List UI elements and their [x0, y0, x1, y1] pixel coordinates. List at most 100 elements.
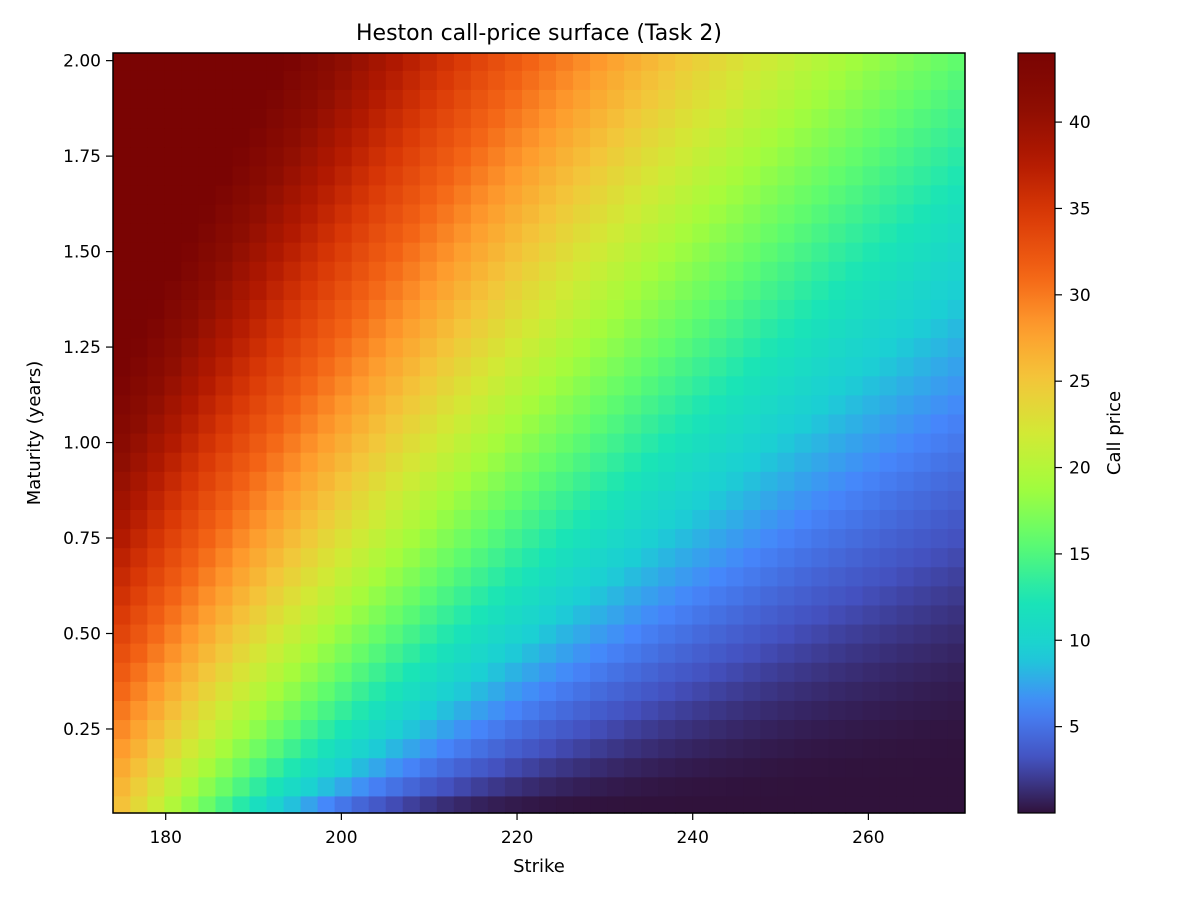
heatmap-cell [794, 394, 813, 415]
heatmap-cell [709, 222, 727, 243]
heatmap-cell [504, 203, 523, 224]
heatmap-cell [879, 127, 898, 148]
heatmap-cell [658, 165, 676, 186]
heatmap-cell [181, 356, 200, 377]
heatmap-cell [675, 528, 693, 549]
heatmap-cell [402, 604, 421, 625]
heatmap-cell [709, 165, 727, 186]
heatmap-cell [249, 222, 268, 243]
heatmap-cell [351, 318, 370, 339]
heatmap-cell [658, 242, 676, 262]
heatmap-cell [862, 643, 881, 663]
heatmap-cell [113, 433, 131, 453]
heatmap-cell [590, 719, 608, 740]
y-tick-label: 1.00 [63, 434, 101, 454]
heatmap-cell [692, 585, 710, 606]
heatmap-cell [828, 681, 847, 701]
heatmap-cell [300, 566, 319, 587]
heatmap-cell [573, 643, 591, 663]
heatmap-cell [470, 795, 489, 814]
heatmap-cell [930, 547, 949, 568]
heatmap-cell [351, 242, 370, 262]
heatmap-cell [164, 509, 182, 530]
heatmap-cell [113, 299, 131, 320]
heatmap-cell [521, 700, 540, 721]
heatmap-cell [419, 203, 438, 224]
heatmap-cell [470, 643, 489, 663]
heatmap-cell [470, 452, 489, 472]
heatmap-cell [249, 738, 268, 759]
heatmap-cell [334, 490, 353, 510]
heatmap-cell [504, 108, 523, 129]
heatmap-cell [726, 623, 744, 644]
heatmap-cell [334, 795, 353, 814]
heatmap-cell [777, 623, 796, 644]
heatmap-cell [198, 623, 217, 644]
heatmap-cell [385, 394, 404, 415]
heatmap-cell [436, 433, 455, 453]
heatmap-cell [351, 604, 370, 625]
heatmap-cell [164, 242, 182, 262]
heatmap-cell [828, 261, 847, 281]
heatmap-cell [113, 662, 131, 682]
heatmap-cell [641, 471, 659, 491]
heatmap-cell [641, 681, 659, 701]
heatmap-cell [130, 738, 148, 759]
heatmap-cell [249, 795, 268, 814]
heatmap-cell [624, 623, 642, 644]
heatmap-cell [198, 719, 217, 740]
heatmap-cell [249, 261, 268, 281]
heatmap-cell [845, 623, 864, 644]
heatmap-cell [556, 795, 574, 814]
heatmap-cell [862, 585, 881, 606]
x-axis-ticks: 180 200 220 240 260 [149, 813, 885, 848]
heatmap-cell [607, 623, 625, 644]
heatmap-cell [453, 757, 472, 778]
heatmap-cell [215, 413, 234, 434]
heatmap-cell [249, 623, 268, 644]
heatmap-cell [147, 356, 165, 377]
heatmap-cell [709, 681, 727, 701]
heatmap-cell [896, 547, 915, 568]
heatmap-cell [521, 604, 540, 625]
heatmap-cell [351, 623, 370, 644]
heatmap-cell [368, 318, 387, 339]
heatmap-cell [692, 700, 710, 721]
heatmap-cell [113, 719, 131, 740]
heatmap-cell [862, 757, 881, 778]
heatmap-cell [266, 146, 285, 167]
heatmap-cell [658, 719, 676, 740]
colorbar-label: Call price [1104, 391, 1125, 475]
heatmap-cell [317, 662, 336, 682]
heatmap-cell [419, 70, 438, 90]
heatmap-cell [539, 547, 557, 568]
heatmap-cell [777, 318, 796, 339]
heatmap-cell [845, 413, 864, 434]
heatmap-cell [232, 662, 251, 682]
heatmap-cell [113, 222, 131, 243]
heatmap-cell [385, 108, 404, 129]
heatmap-cell [624, 490, 642, 510]
heatmap-cell [470, 623, 489, 644]
heatmap-cell [521, 757, 540, 778]
heatmap-cell [624, 681, 642, 701]
heatmap-cell [198, 299, 217, 320]
heatmap-cell [726, 337, 744, 358]
heatmap-cell [385, 566, 404, 587]
heatmap-cell [334, 547, 353, 568]
heatmap-cell [811, 433, 830, 453]
heatmap-cell [692, 108, 710, 129]
heatmap-cell [402, 681, 421, 701]
heatmap-cell [283, 776, 302, 797]
heatmap-cell [930, 261, 949, 281]
heatmap-cell [607, 222, 625, 243]
heatmap-cell [777, 509, 796, 530]
heatmap-cell [385, 261, 404, 281]
heatmap-cell [385, 757, 404, 778]
heatmap-cell [641, 89, 659, 109]
heatmap-cell [743, 662, 761, 682]
heatmap-cell [317, 261, 336, 281]
heatmap-cell [811, 146, 830, 167]
heatmap-cell [147, 70, 165, 90]
heatmap-cell [743, 242, 761, 262]
